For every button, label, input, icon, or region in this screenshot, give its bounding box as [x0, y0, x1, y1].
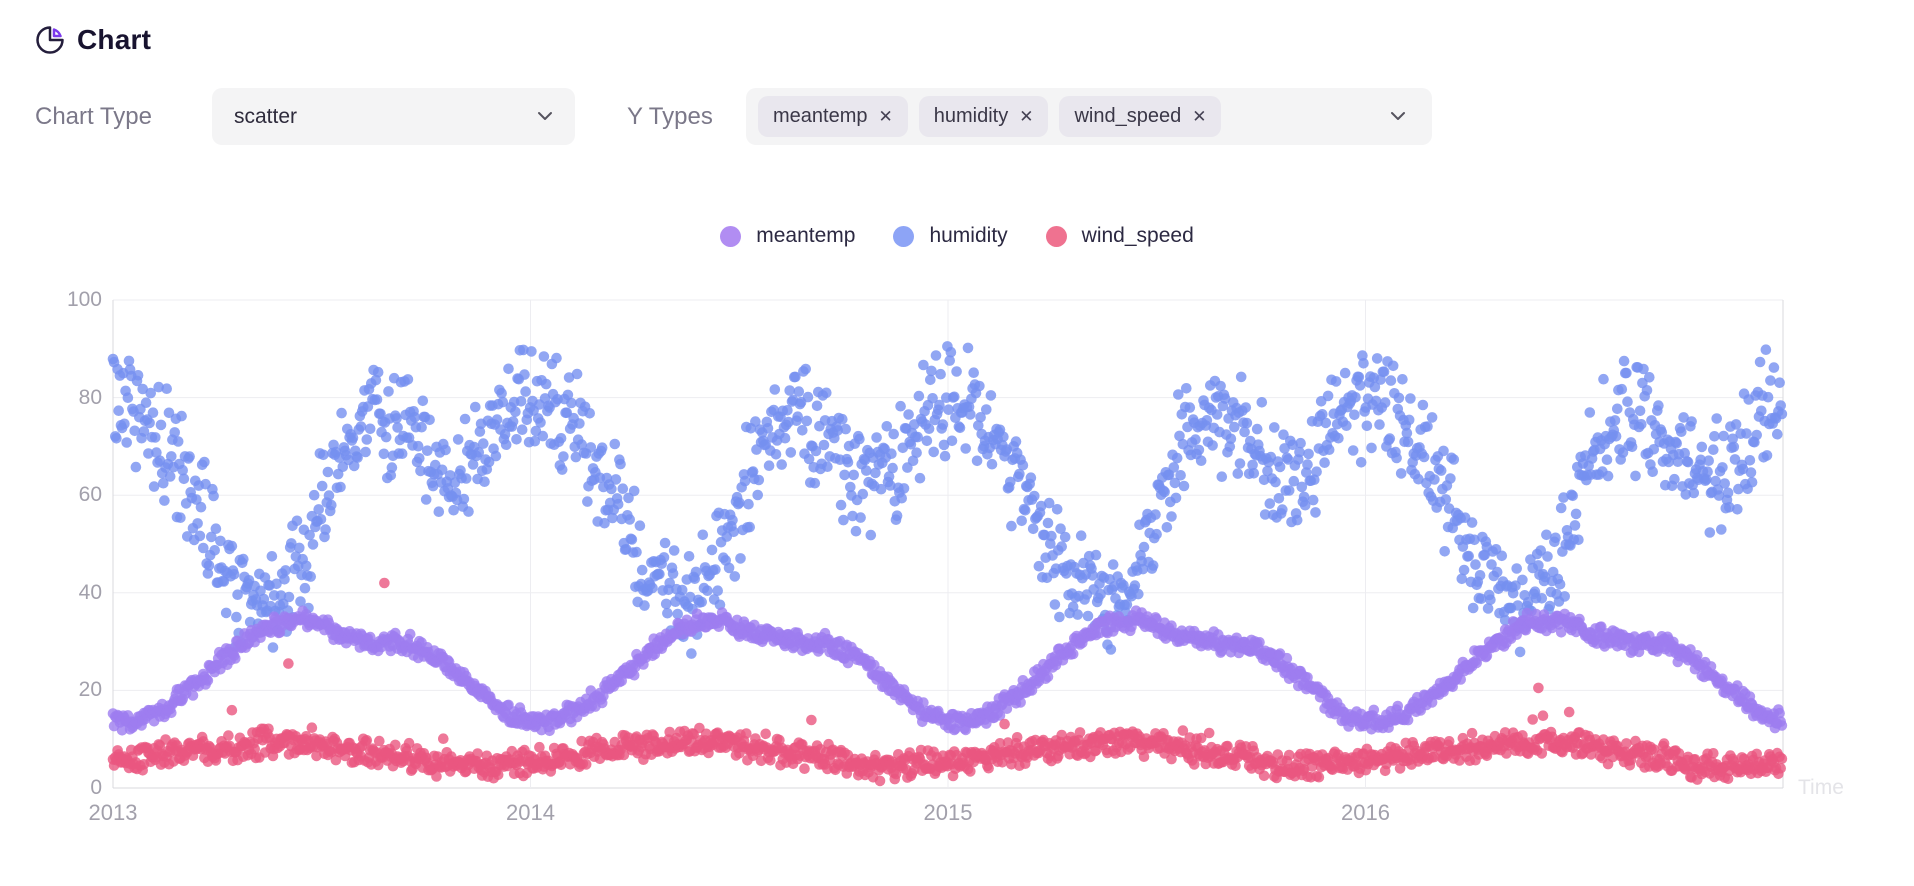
x-axis-name: Time: [1798, 776, 1844, 799]
y-types-label: Y Types: [627, 103, 713, 130]
legend-dot-icon: [720, 225, 742, 247]
remove-chip-icon[interactable]: ✕: [878, 106, 893, 126]
y-type-chip[interactable]: humidity ✕: [918, 96, 1049, 137]
legend-item-meantemp[interactable]: meantemp: [720, 224, 855, 248]
chart-legend: meantemp humidity wind_speed: [0, 224, 1914, 248]
y-axis-tick-label: 40: [78, 580, 102, 604]
x-axis-tick-label: 2016: [1341, 800, 1390, 825]
page-header: Chart: [35, 24, 151, 56]
pie-chart-icon: [35, 25, 65, 55]
y-type-chip[interactable]: meantemp ✕: [758, 96, 908, 137]
series-points-wind_speed: [107, 577, 1788, 787]
y-axis-tick-label: 60: [78, 483, 102, 507]
chevron-down-icon: [1390, 108, 1406, 126]
legend-label: wind_speed: [1081, 224, 1194, 247]
chart-type-value: scatter: [234, 104, 298, 128]
legend-dot-icon: [1045, 225, 1067, 247]
y-axis-tick-label: 80: [78, 385, 102, 409]
series-points-meantemp: [107, 605, 1788, 737]
y-axis-tick-label: 20: [78, 678, 102, 702]
legend-label: meantemp: [756, 224, 856, 247]
legend-label: humidity: [929, 224, 1008, 247]
chart-type-select[interactable]: scatter: [212, 88, 575, 145]
y-type-chip-list: meantemp ✕ humidity ✕ wind_speed ✕: [758, 96, 1390, 137]
y-type-chip-label: meantemp: [773, 105, 868, 127]
y-axis-tick-label: 0: [90, 776, 102, 799]
y-type-chip-label: wind_speed: [1074, 105, 1182, 127]
x-axis-tick-label: 2013: [88, 800, 138, 825]
y-axis-tick-label: 100: [66, 288, 102, 311]
series-points-humidity: [107, 341, 1788, 659]
chevron-down-icon: [537, 108, 553, 126]
legend-item-wind_speed[interactable]: wind_speed: [1045, 224, 1194, 248]
y-type-chip[interactable]: wind_speed ✕: [1059, 96, 1222, 137]
y-types-select[interactable]: meantemp ✕ humidity ✕ wind_speed ✕: [746, 88, 1432, 145]
page-title: Chart: [77, 24, 152, 55]
legend-item-humidity[interactable]: humidity: [893, 224, 1008, 248]
y-type-chip-label: humidity: [933, 105, 1009, 127]
x-axis-tick-label: 2015: [923, 800, 973, 825]
chart-type-label: Chart Type: [35, 103, 152, 130]
x-axis-tick-label: 2014: [506, 800, 555, 825]
legend-dot-icon: [893, 225, 915, 247]
remove-chip-icon[interactable]: ✕: [1019, 106, 1034, 126]
remove-chip-icon[interactable]: ✕: [1192, 106, 1207, 126]
